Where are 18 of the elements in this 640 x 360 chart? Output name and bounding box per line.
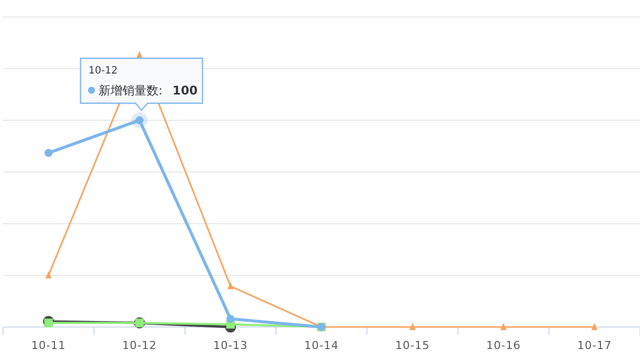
point xyxy=(44,148,52,157)
x-tick-label: 10-17 xyxy=(577,339,612,352)
x-tick-label: 10-12 xyxy=(122,339,157,352)
point xyxy=(227,282,234,290)
point xyxy=(500,322,507,330)
x-tick-label: 10-15 xyxy=(395,339,430,352)
point xyxy=(591,322,598,330)
point xyxy=(45,271,52,278)
annotation: 100 xyxy=(172,83,198,98)
x-tick-label: 10-13 xyxy=(213,339,248,352)
annotation: 10-12 xyxy=(88,65,118,76)
legend: 新增销量数: xyxy=(88,83,163,98)
x-tick-label: 10-16 xyxy=(486,339,521,352)
point xyxy=(409,322,416,330)
x-tick-label: 10-14 xyxy=(304,339,339,352)
x-tick-label: 10-11 xyxy=(31,339,66,352)
point xyxy=(226,314,234,323)
point xyxy=(44,318,53,328)
